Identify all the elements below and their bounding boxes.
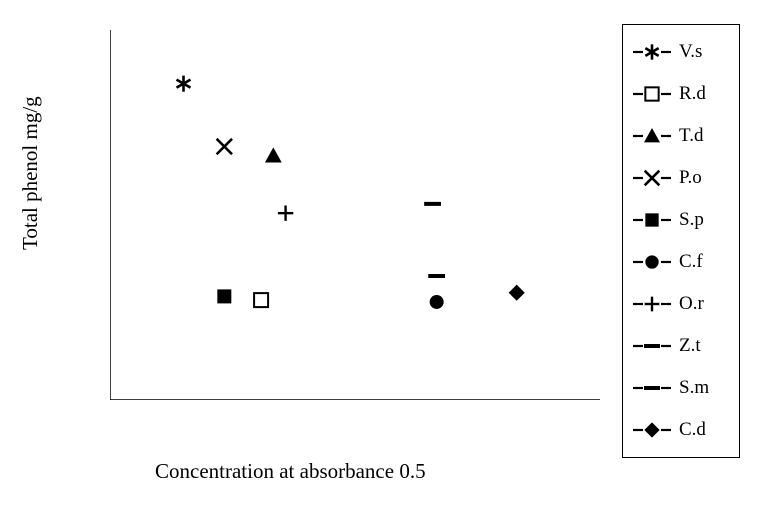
- y-axis-label: Total phenol mg/g: [18, 96, 43, 250]
- legend-marker-cd: [631, 418, 673, 442]
- legend-item-po: P.o: [631, 157, 731, 199]
- legend-item-cd: C.d: [631, 409, 731, 451]
- scatter-chart: Total phenol mg/g Concentration at absor…: [0, 0, 762, 514]
- legend-label: C.d: [679, 419, 706, 441]
- legend-marker-vs: [631, 40, 673, 64]
- data-point-sp: [217, 289, 231, 303]
- data-point-vs: [176, 76, 190, 92]
- legend-item-sp: S.p: [631, 199, 731, 241]
- legend-label: C.f: [679, 251, 703, 273]
- x-axis-label: Concentration at absorbance 0.5: [155, 459, 426, 484]
- legend-marker-td: [631, 124, 673, 148]
- legend-marker-or: [631, 292, 673, 316]
- legend-item-td: T.d: [631, 115, 731, 157]
- legend-marker-sp: [631, 208, 673, 232]
- data-point-cf: [430, 295, 444, 309]
- legend: V.s R.d T.d P.o S.p C.f O.r Z.t S.m C.d: [622, 24, 740, 458]
- data-point-or: [278, 205, 293, 220]
- legend-marker-zt: [631, 334, 673, 358]
- legend-marker-sm: [631, 376, 673, 400]
- legend-item-sm: S.m: [631, 367, 731, 409]
- plot-svg: 02004006000246810: [110, 30, 600, 400]
- legend-marker-rd: [631, 82, 673, 106]
- legend-label: T.d: [679, 125, 703, 147]
- legend-item-cf: C.f: [631, 241, 731, 283]
- legend-label: V.s: [679, 41, 702, 63]
- legend-marker-po: [631, 166, 673, 190]
- legend-label: R.d: [679, 83, 706, 105]
- legend-marker-cf: [631, 250, 673, 274]
- legend-item-or: O.r: [631, 283, 731, 325]
- data-point-td: [265, 147, 282, 162]
- legend-item-vs: V.s: [631, 31, 731, 73]
- legend-label: S.m: [679, 377, 709, 399]
- legend-label: Z.t: [679, 335, 701, 357]
- legend-item-zt: Z.t: [631, 325, 731, 367]
- data-point-cd: [509, 285, 525, 301]
- data-point-po: [217, 139, 232, 154]
- legend-label: P.o: [679, 167, 702, 189]
- legend-label: O.r: [679, 293, 704, 315]
- legend-item-rd: R.d: [631, 73, 731, 115]
- data-point-rd: [254, 293, 268, 307]
- legend-label: S.p: [679, 209, 704, 231]
